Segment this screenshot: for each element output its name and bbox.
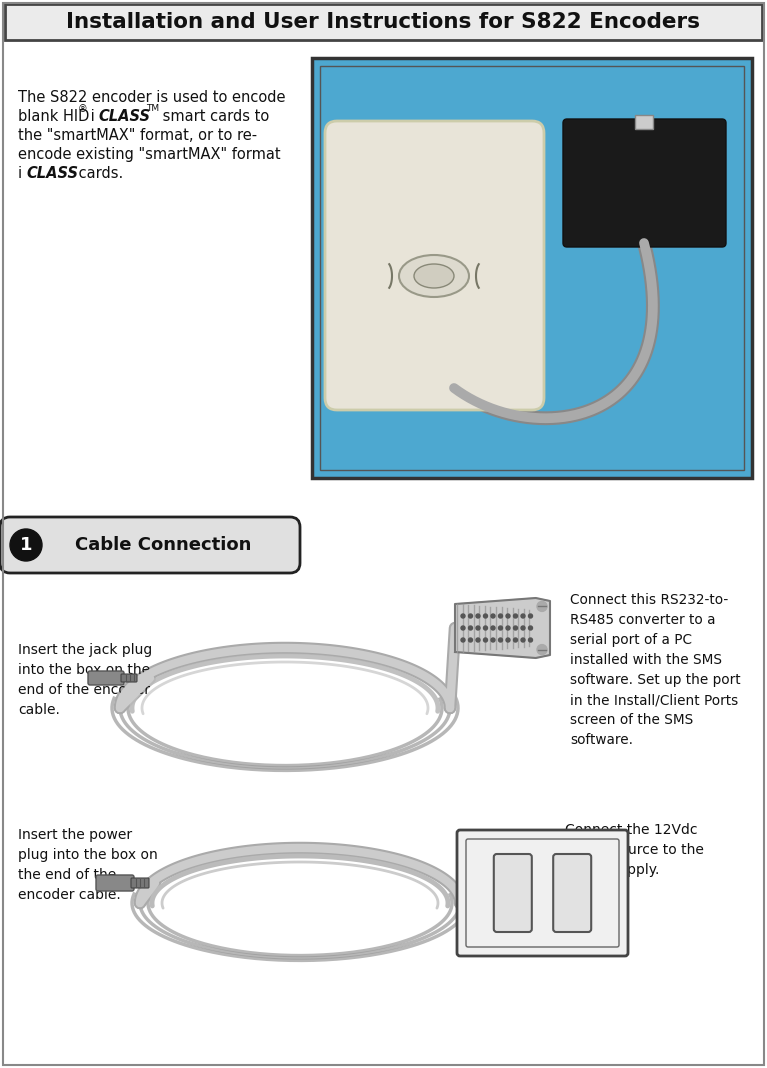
Circle shape xyxy=(461,626,465,630)
FancyBboxPatch shape xyxy=(494,854,532,932)
Circle shape xyxy=(521,614,525,618)
Text: smart cards to: smart cards to xyxy=(158,109,269,124)
Circle shape xyxy=(476,614,480,618)
Text: ®: ® xyxy=(78,104,87,114)
Circle shape xyxy=(461,614,465,618)
Circle shape xyxy=(483,614,488,618)
Circle shape xyxy=(537,601,547,611)
Circle shape xyxy=(513,626,518,630)
Circle shape xyxy=(537,645,547,655)
Circle shape xyxy=(461,638,465,642)
Circle shape xyxy=(499,614,502,618)
FancyBboxPatch shape xyxy=(88,671,124,685)
Circle shape xyxy=(483,638,488,642)
FancyBboxPatch shape xyxy=(96,875,134,891)
Text: The S822 encoder is used to encode: The S822 encoder is used to encode xyxy=(18,90,285,105)
Text: Insert the power
plug into the box on
the end of the
encoder cable.: Insert the power plug into the box on th… xyxy=(18,828,158,902)
Circle shape xyxy=(506,638,510,642)
Text: i: i xyxy=(18,166,22,180)
Text: 1: 1 xyxy=(20,536,32,554)
FancyBboxPatch shape xyxy=(553,854,591,932)
Circle shape xyxy=(469,638,472,642)
Circle shape xyxy=(476,626,480,630)
Circle shape xyxy=(521,626,525,630)
Circle shape xyxy=(10,529,42,561)
Text: CLASS: CLASS xyxy=(26,166,78,180)
Ellipse shape xyxy=(414,264,454,288)
Text: Connect this RS232-to-
RS485 converter to a
serial port of a PC
installed with t: Connect this RS232-to- RS485 converter t… xyxy=(570,593,741,748)
FancyBboxPatch shape xyxy=(5,4,762,40)
Circle shape xyxy=(528,626,532,630)
Circle shape xyxy=(513,614,518,618)
Text: TM: TM xyxy=(146,104,159,113)
FancyBboxPatch shape xyxy=(457,830,628,956)
Text: Connect the 12Vdc
power source to the
mains supply.: Connect the 12Vdc power source to the ma… xyxy=(565,823,704,877)
Circle shape xyxy=(506,614,510,618)
Circle shape xyxy=(491,638,495,642)
Circle shape xyxy=(491,614,495,618)
Circle shape xyxy=(476,638,480,642)
Circle shape xyxy=(469,614,472,618)
Text: CLASS: CLASS xyxy=(98,109,150,124)
Circle shape xyxy=(499,626,502,630)
FancyBboxPatch shape xyxy=(131,878,149,888)
Circle shape xyxy=(528,614,532,618)
Circle shape xyxy=(528,638,532,642)
Text: Cable Connection: Cable Connection xyxy=(75,536,252,554)
FancyBboxPatch shape xyxy=(635,115,653,129)
FancyBboxPatch shape xyxy=(563,119,726,247)
Circle shape xyxy=(483,626,488,630)
Text: encode existing "smartMAX" format: encode existing "smartMAX" format xyxy=(18,147,281,162)
Circle shape xyxy=(521,638,525,642)
Circle shape xyxy=(499,638,502,642)
Circle shape xyxy=(513,638,518,642)
FancyBboxPatch shape xyxy=(121,674,137,682)
Circle shape xyxy=(491,626,495,630)
Text: the "smartMAX" format, or to re-: the "smartMAX" format, or to re- xyxy=(18,128,257,143)
Text: cards.: cards. xyxy=(74,166,123,180)
FancyBboxPatch shape xyxy=(0,517,300,574)
Polygon shape xyxy=(455,598,550,658)
FancyBboxPatch shape xyxy=(325,121,544,410)
Ellipse shape xyxy=(399,255,469,297)
Text: Insert the jack plug
into the box on the
end of the encoder
cable.: Insert the jack plug into the box on the… xyxy=(18,643,153,717)
Text: blank HID: blank HID xyxy=(18,109,90,124)
Circle shape xyxy=(506,626,510,630)
FancyBboxPatch shape xyxy=(312,58,752,478)
Text: Installation and User Instructions for S822 Encoders: Installation and User Instructions for S… xyxy=(66,12,700,32)
Circle shape xyxy=(469,626,472,630)
Text: i: i xyxy=(86,109,95,124)
